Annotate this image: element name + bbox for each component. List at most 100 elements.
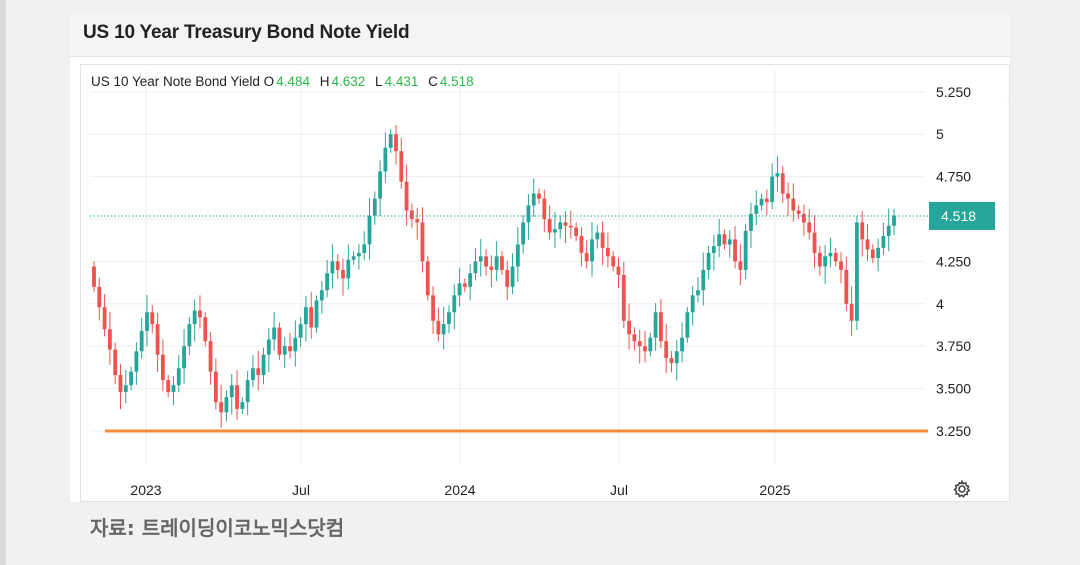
candle-body (595, 232, 600, 240)
candle-body (367, 215, 372, 245)
x-tick-label: Jul (292, 482, 310, 498)
candle-body (706, 252, 711, 270)
candle-body (346, 259, 351, 279)
candle-body (452, 295, 457, 313)
candle-body (213, 371, 218, 403)
candle-body (372, 198, 377, 216)
candle-body (674, 351, 679, 364)
candle-body (192, 310, 197, 325)
candle-body (282, 346, 287, 355)
candle-body (664, 341, 669, 359)
y-tick-label: 4 (936, 296, 944, 312)
gear-icon[interactable] (952, 479, 972, 499)
candle-body (759, 198, 764, 206)
candle-body (309, 307, 314, 328)
candle-body (229, 385, 234, 398)
candle-body (97, 286, 102, 308)
candle-body (807, 222, 812, 233)
ohlc-high-value: 4.632 (331, 74, 366, 89)
ohlc-close-value: 4.518 (439, 74, 474, 89)
chart-title: US 10 Year Treasury Bond Note Yield (83, 22, 410, 43)
candle-body (319, 290, 324, 301)
candle-body (510, 266, 515, 287)
ohlc-open-value: 4.484 (276, 74, 310, 89)
candle-body (208, 341, 213, 372)
candle-body (812, 232, 817, 253)
window-edge (0, 0, 6, 565)
last-price-tag-text: 4.518 (941, 208, 976, 224)
ohlc-low-key: L (375, 74, 383, 89)
candle-body (542, 198, 547, 219)
candle-body (118, 375, 123, 392)
candle-body (219, 402, 224, 413)
candle-body (139, 330, 144, 352)
candle-body (701, 269, 706, 291)
candle-body (251, 368, 255, 381)
candle-body (823, 256, 828, 267)
candle-body (425, 261, 430, 296)
candle-body (775, 173, 780, 177)
candle-body (155, 324, 160, 355)
candle-body (791, 198, 796, 211)
candle-body (356, 252, 361, 257)
candle-body (870, 249, 875, 259)
candle-body (404, 181, 409, 211)
candle-body (473, 261, 478, 274)
candle-body (166, 380, 171, 392)
candle-body (176, 368, 181, 386)
candle-body (399, 151, 404, 182)
last-price-tag-bg (929, 201, 995, 230)
ohlc-high-key: H (319, 74, 330, 89)
candle-body (383, 147, 388, 172)
candle-body (288, 346, 292, 352)
candle-body (515, 244, 520, 267)
candle-body (547, 219, 552, 233)
candle-body (447, 312, 451, 325)
candle-body (685, 312, 690, 338)
candle-body (796, 210, 801, 214)
candle-body (314, 300, 319, 328)
candle-body (616, 266, 621, 275)
candle-body (123, 385, 128, 392)
candle-body (505, 269, 510, 287)
candle-body (531, 193, 536, 206)
candle-body (113, 349, 118, 376)
candle-body (500, 256, 504, 270)
source-caption: 자료: 트레이딩이코노믹스닷컴 (90, 516, 345, 540)
y-tick-label: 3.750 (936, 338, 971, 354)
candle-body (770, 176, 775, 203)
candle-body (669, 358, 674, 364)
candle-body (388, 134, 393, 148)
y-tick-label: 3.500 (936, 381, 971, 397)
candle-body (553, 229, 557, 233)
candle-body (160, 354, 165, 381)
candle-body (717, 234, 722, 247)
y-tick-label: 4.750 (936, 169, 971, 185)
candle-body (224, 397, 229, 413)
candle-body (802, 213, 806, 223)
candle-body (637, 341, 642, 347)
candle-body (298, 324, 303, 338)
candle-body (468, 273, 473, 287)
candle-body (881, 235, 886, 248)
candle-body (266, 339, 271, 355)
y-tick-label: 3.250 (936, 423, 971, 439)
candle-body (817, 252, 822, 267)
candle-body (462, 283, 467, 287)
candle-body (261, 354, 266, 376)
candle-body (754, 205, 759, 214)
candle-body (786, 193, 790, 199)
candle-body (680, 337, 684, 352)
candle-body (611, 256, 616, 267)
candle-body (457, 283, 462, 296)
candle-body (436, 320, 441, 335)
candle-body (245, 380, 250, 403)
candle-body (102, 307, 107, 330)
candle-body (579, 235, 584, 253)
candle-body (876, 247, 881, 259)
candle-body (865, 239, 870, 250)
candle-body (727, 239, 732, 245)
x-tick-label: 2025 (759, 482, 790, 498)
